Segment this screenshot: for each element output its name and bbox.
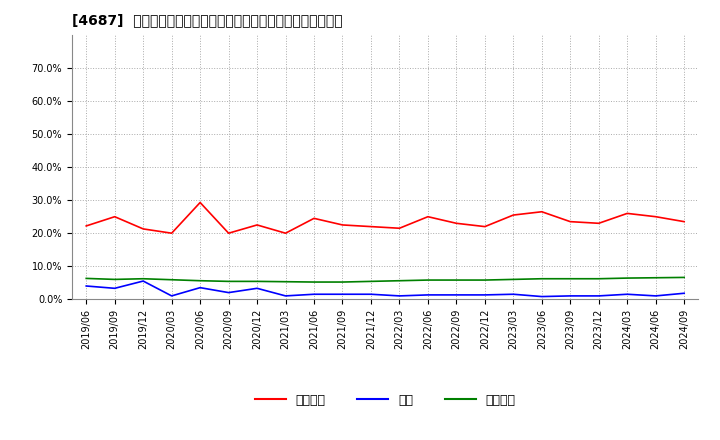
Line: 在庫: 在庫 <box>86 281 684 297</box>
在庫 <box>310 292 318 297</box>
在庫 <box>282 293 290 299</box>
在庫 <box>509 292 518 297</box>
Line: 買入債務: 買入債務 <box>86 278 684 282</box>
売上債権 <box>366 224 375 229</box>
在庫 <box>338 292 347 297</box>
買入債務 <box>110 277 119 282</box>
買入債務 <box>680 275 688 280</box>
Text: [4687]  売上債権、在庫、買入債務の総資産に対する比率の推移: [4687] 売上債権、在庫、買入債務の総資産に対する比率の推移 <box>72 13 343 27</box>
買入債務 <box>480 278 489 283</box>
売上債権 <box>623 211 631 216</box>
売上債権 <box>509 213 518 218</box>
買入債務 <box>338 279 347 285</box>
売上債権 <box>282 231 290 236</box>
在庫 <box>537 294 546 299</box>
売上債権 <box>196 200 204 205</box>
売上債権 <box>680 219 688 224</box>
売上債権 <box>310 216 318 221</box>
買入債務 <box>139 276 148 282</box>
在庫 <box>452 292 461 297</box>
買入債務 <box>282 279 290 284</box>
買入債務 <box>537 276 546 282</box>
買入債務 <box>225 279 233 284</box>
売上債権 <box>537 209 546 214</box>
買入債務 <box>623 275 631 281</box>
在庫 <box>566 293 575 299</box>
在庫 <box>395 293 404 299</box>
在庫 <box>480 292 489 297</box>
在庫 <box>167 293 176 299</box>
在庫 <box>652 293 660 299</box>
売上債権 <box>423 214 432 220</box>
買入債務 <box>423 278 432 283</box>
買入債務 <box>566 276 575 282</box>
買入債務 <box>167 277 176 282</box>
在庫 <box>253 286 261 291</box>
在庫 <box>623 292 631 297</box>
売上債権 <box>82 224 91 229</box>
売上債権 <box>452 221 461 226</box>
在庫 <box>423 292 432 297</box>
買入債務 <box>509 277 518 282</box>
買入債務 <box>366 279 375 284</box>
売上債権 <box>480 224 489 229</box>
在庫 <box>366 292 375 297</box>
在庫 <box>680 291 688 296</box>
Legend: 売上債権, 在庫, 買入債務: 売上債権, 在庫, 買入債務 <box>250 389 521 412</box>
在庫 <box>595 293 603 299</box>
在庫 <box>139 279 148 284</box>
買入債務 <box>196 278 204 283</box>
売上債権 <box>566 219 575 224</box>
在庫 <box>225 290 233 295</box>
Line: 売上債権: 売上債権 <box>86 202 684 233</box>
売上債権 <box>110 214 119 220</box>
買入債務 <box>652 275 660 280</box>
売上債権 <box>139 226 148 231</box>
買入債務 <box>82 276 91 281</box>
買入債務 <box>395 278 404 283</box>
売上債権 <box>652 214 660 220</box>
買入債務 <box>310 279 318 285</box>
売上債権 <box>395 226 404 231</box>
売上債権 <box>225 231 233 236</box>
売上債権 <box>167 231 176 236</box>
買入債務 <box>253 279 261 284</box>
売上債権 <box>253 222 261 227</box>
在庫 <box>110 286 119 291</box>
買入債務 <box>595 276 603 282</box>
在庫 <box>196 285 204 290</box>
売上債権 <box>595 221 603 226</box>
売上債権 <box>338 222 347 227</box>
在庫 <box>82 283 91 289</box>
買入債務 <box>452 278 461 283</box>
